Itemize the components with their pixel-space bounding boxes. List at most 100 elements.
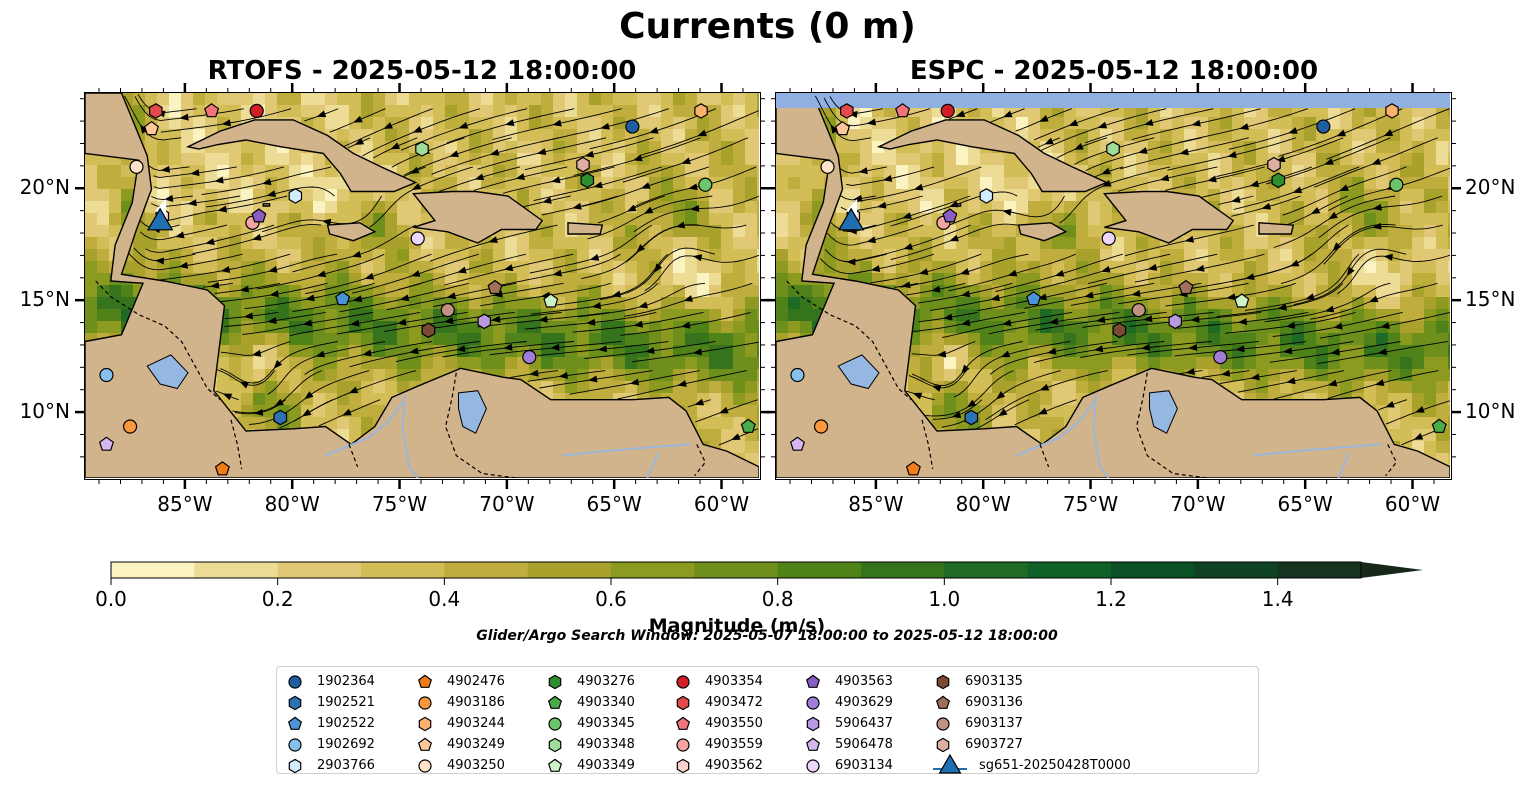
float-marker-6903135 [421, 322, 436, 339]
colorbar-segment [444, 562, 529, 578]
lon-label-espc-1: 80°W [955, 492, 1011, 516]
legend-marker-hexagon [676, 695, 690, 710]
legend-item: 6903136 [933, 692, 1131, 713]
lon-label-espc-0: 85°W [848, 492, 904, 516]
legend-symbol [417, 737, 433, 751]
legend-item: 4903244 [415, 713, 505, 734]
legend-marker-triangle [933, 753, 967, 774]
river [401, 395, 419, 478]
rtofs-map-panel [84, 92, 761, 480]
country-border [1385, 444, 1398, 477]
float-marker-6903137 [440, 303, 455, 318]
float-marker-4903276 [580, 172, 595, 189]
lon-label-rtofs-0: 85°W [157, 492, 213, 516]
float-marker-5906478 [789, 436, 806, 451]
legend-symbol [806, 716, 820, 731]
legend-symbol [548, 737, 562, 752]
legend-marker-hexagon [418, 716, 432, 731]
float-marker-6903727 [576, 156, 590, 173]
figure-title: Currents (0 m) [619, 6, 916, 47]
legend-symbol [418, 758, 432, 773]
legend-label: sg651-20250428T0000 [979, 758, 1131, 773]
lat-label-left-2: 10°N [19, 399, 70, 424]
lake [146, 354, 189, 390]
legend-column: 4902476 4903186 4903244 4903249 4903250 [415, 671, 505, 776]
legend-label: 1902522 [317, 716, 375, 731]
float-marker-4903354 [940, 103, 955, 119]
float-marker-1902364 [1316, 119, 1331, 134]
float-marker-2903766 [979, 188, 994, 204]
legend-marker-hexagon [548, 674, 562, 689]
river [1016, 399, 1097, 457]
colorbar-tick-1: 0.2 [261, 587, 294, 611]
legend-item: 4903559 [673, 734, 763, 755]
legend-column: 6903135 6903136 6903137 6903727 sg651-202504… [933, 671, 1131, 776]
legend-marker-circle [676, 737, 690, 752]
float-marker-1902521 [273, 409, 288, 426]
land [85, 93, 759, 478]
search-window-caption: Glider/Argo Search Window: 2025-05-07 18… [476, 628, 1058, 644]
colorbar-segment [694, 562, 779, 578]
lon-label-rtofs-5: 60°W [693, 492, 750, 516]
legend-label: 6903727 [965, 737, 1023, 752]
legend-symbol [935, 695, 951, 709]
colorbar-segment [1277, 562, 1362, 578]
legend-marker-circle [418, 758, 432, 773]
float-marker-4903348 [1106, 141, 1120, 157]
legend-label: 4903550 [705, 716, 763, 731]
float-marker-1902692 [99, 367, 114, 383]
float-marker-6903136 [1178, 279, 1194, 295]
legend-label: 6903135 [965, 674, 1023, 689]
legend-label: 4903472 [705, 695, 763, 710]
legend-label: 4903562 [705, 758, 763, 773]
float-marker-5906478 [98, 436, 115, 451]
lake [458, 390, 487, 434]
river [646, 453, 660, 478]
legend-item: 6903727 [933, 734, 1131, 755]
legend-item: 1902522 [285, 713, 375, 734]
float-marker-4903550 [204, 103, 220, 118]
colorbar-tick-6: 1.2 [1095, 587, 1127, 611]
float-marker-4903348 [415, 141, 429, 157]
legend-symbol [676, 737, 690, 752]
legend-marker-circle [418, 695, 432, 710]
legend-label: 4903354 [705, 674, 763, 689]
legend-column: 4903276 4903340 4903345 4903348 4903349 [545, 671, 635, 776]
float-marker-6903137 [1131, 303, 1146, 318]
legend-symbol [936, 716, 950, 731]
colorbar-tick-2: 0.4 [428, 587, 461, 611]
legend-symbol [288, 737, 302, 752]
legend-item: 1902364 [285, 671, 375, 692]
float-marker-2903766 [288, 188, 303, 204]
legend-marker-circle [676, 674, 690, 689]
float-marker-4902476 [905, 461, 921, 476]
legend-label: 4903348 [577, 737, 635, 752]
float-marker-4903340 [1431, 418, 1447, 433]
legend-item: 4903345 [545, 713, 635, 734]
float-marker-4903349 [543, 293, 559, 308]
float-marker-1902522 [335, 291, 351, 306]
colorbar-tick-4: 0.8 [761, 587, 794, 611]
glider-marker [837, 207, 865, 231]
colorbar-segment [777, 562, 862, 578]
espc-map-panel [775, 92, 1452, 480]
legend-marker-circle [936, 716, 950, 731]
legend-item: 4903186 [415, 692, 505, 713]
legend-symbol [288, 758, 302, 773]
legend-marker-hexagon [676, 758, 690, 773]
legend-label: 4903345 [577, 716, 635, 731]
legend-marker-circle [288, 674, 302, 689]
legend-label: 4903249 [447, 737, 505, 752]
country-border [1039, 444, 1050, 468]
legend-marker-hexagon [288, 695, 302, 710]
legend-symbol [548, 674, 562, 689]
lon-label-espc-3: 70°W [1170, 492, 1226, 516]
colorbar-tick-7: 1.4 [1261, 587, 1294, 611]
legend-item: 2903766 [285, 755, 375, 776]
legend-item: 4903629 [803, 692, 893, 713]
legend-label: 4903340 [577, 695, 635, 710]
glider-track [846, 198, 858, 217]
legend-item: 4903472 [673, 692, 763, 713]
legend-column: 4903354 4903472 4903550 4903559 4903562 [673, 671, 763, 776]
float-marker-4903244 [694, 103, 708, 119]
